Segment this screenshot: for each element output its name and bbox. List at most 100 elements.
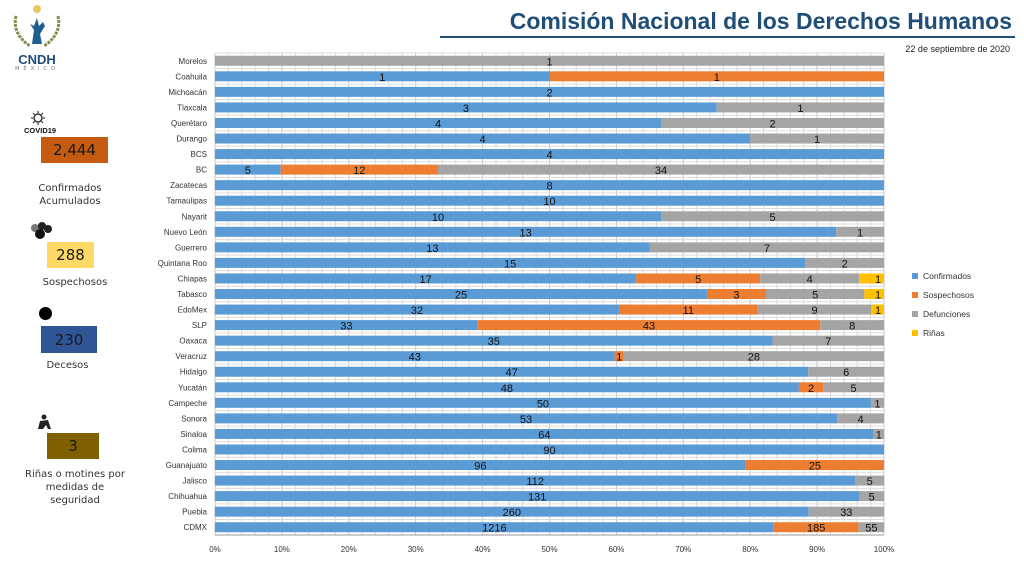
- category-label: Morelos: [179, 57, 207, 66]
- bar-segment-confirmados: [215, 304, 619, 315]
- x-tick-label: 90%: [809, 545, 825, 554]
- legend-label: Riñas: [923, 327, 945, 338]
- category-label: Nuevo León: [164, 228, 207, 237]
- bar-segment-defunciones: [215, 55, 884, 66]
- bar-segment-confirmados: [215, 460, 746, 471]
- x-tick-label: 80%: [742, 545, 758, 554]
- x-tick-label: 70%: [675, 545, 691, 554]
- x-tick-label: 40%: [475, 545, 491, 554]
- x-tick-label: 60%: [608, 545, 624, 554]
- legend-item: Defunciones: [912, 304, 974, 323]
- bar-segment-defunciones: [855, 475, 884, 486]
- category-label: Sinaloa: [180, 430, 207, 439]
- data-label: 1: [875, 305, 881, 317]
- bar-segment-defunciones: [805, 257, 884, 268]
- covid19-virus-icon: [31, 111, 45, 125]
- data-label: 32: [411, 305, 423, 317]
- data-label: 260: [503, 507, 521, 519]
- bar-segment-confirmados: [215, 506, 809, 517]
- category-label: Coahuila: [175, 72, 207, 81]
- people-group-icon: [31, 222, 52, 239]
- bar-segment-confirmados: [215, 195, 884, 206]
- legend-swatch: [912, 291, 918, 298]
- data-label: 55: [865, 523, 877, 535]
- category-label: Oaxaca: [179, 337, 207, 346]
- bar-segment-confirmados: [215, 226, 837, 237]
- data-label: 64: [538, 429, 550, 441]
- bar-segment-confirmados: [215, 413, 838, 424]
- category-label: Nayarit: [182, 212, 208, 221]
- data-label: 6: [843, 367, 849, 379]
- fight-icon: [38, 414, 51, 429]
- data-label: 3: [463, 103, 469, 115]
- category-label: CDMX: [183, 523, 207, 532]
- x-tick-label: 0%: [209, 545, 221, 554]
- bar-segment-confirmados: [215, 335, 773, 346]
- bar-segment-defunciones: [859, 491, 884, 502]
- bar-segment-confirmados: [215, 273, 637, 284]
- data-label: 33: [840, 507, 852, 519]
- data-label: 13: [519, 227, 531, 239]
- logo-subtext: MÉXICO: [15, 66, 59, 72]
- category-label: Querétaro: [171, 119, 208, 128]
- category-label: Sonora: [181, 414, 207, 423]
- data-label: 1: [546, 56, 552, 68]
- report-date: 22 de septiembre de 2020: [905, 44, 1010, 54]
- bar-segment-defunciones: [438, 164, 884, 175]
- category-label: Guerrero: [175, 243, 208, 252]
- data-label: 10: [432, 212, 444, 224]
- category-label: SLP: [192, 321, 207, 330]
- category-label: Tlaxcala: [177, 103, 207, 112]
- data-label: 5: [867, 476, 873, 488]
- bar-segment-defunciones: [661, 211, 884, 222]
- data-label: 47: [506, 367, 518, 379]
- bar-segment-confirmados: [215, 444, 884, 455]
- data-label: 10: [543, 196, 555, 208]
- bar-segment-sospechosos: [706, 289, 766, 299]
- bar-segment-confirmados: [215, 180, 884, 191]
- bar-segment-confirmados: [215, 211, 661, 222]
- x-tick-label: 10%: [274, 545, 290, 554]
- category-label: Tabasco: [177, 290, 207, 299]
- data-label: 112: [526, 476, 544, 488]
- legend-swatch: [912, 310, 918, 317]
- bar-segment-confirmados: [215, 397, 871, 408]
- data-label: 9: [812, 305, 818, 317]
- confirmed-label: Confirmados Acumulados: [38, 183, 102, 207]
- data-label: 17: [419, 274, 431, 286]
- data-label: 7: [764, 243, 770, 255]
- data-label: 1: [714, 72, 720, 84]
- data-label: 25: [809, 461, 821, 473]
- bar-segment-sospechosos: [614, 351, 624, 362]
- bar-segment-sospechosos: [798, 382, 824, 393]
- bar-segment-confirmados: [215, 428, 874, 439]
- bar-segment-confirmados: [215, 366, 809, 377]
- data-label: 2: [842, 258, 848, 270]
- category-label: Jalisco: [183, 477, 208, 486]
- data-label: 5: [769, 212, 775, 224]
- data-label: 1: [874, 398, 880, 410]
- data-label: 131: [528, 492, 546, 504]
- data-label: 50: [537, 398, 549, 410]
- data-label: 2: [808, 383, 814, 395]
- x-tick-label: 30%: [408, 545, 424, 554]
- bar-segment-confirmados: [215, 86, 884, 97]
- bar-segment-confirmados: [215, 164, 281, 175]
- bar-segment-confirmados: [215, 117, 661, 128]
- data-label: 3: [733, 290, 739, 302]
- bar-segment-sospechosos: [773, 522, 859, 533]
- data-label: 4: [546, 150, 552, 162]
- data-label: 43: [643, 321, 655, 333]
- data-label: 15: [504, 258, 516, 270]
- bar-segment-confirmados: [215, 382, 799, 393]
- covid19-icon-text: COVID19: [24, 126, 57, 135]
- bar-segment-sospechosos: [549, 71, 884, 82]
- data-label: 11: [683, 305, 694, 317]
- data-label: 34: [655, 165, 667, 177]
- category-label: Hidalgo: [180, 368, 208, 377]
- data-label: 4: [480, 134, 486, 146]
- category-label: Chiapas: [178, 274, 207, 283]
- bar-segment-defunciones: [873, 428, 884, 439]
- data-label: 4: [807, 274, 813, 286]
